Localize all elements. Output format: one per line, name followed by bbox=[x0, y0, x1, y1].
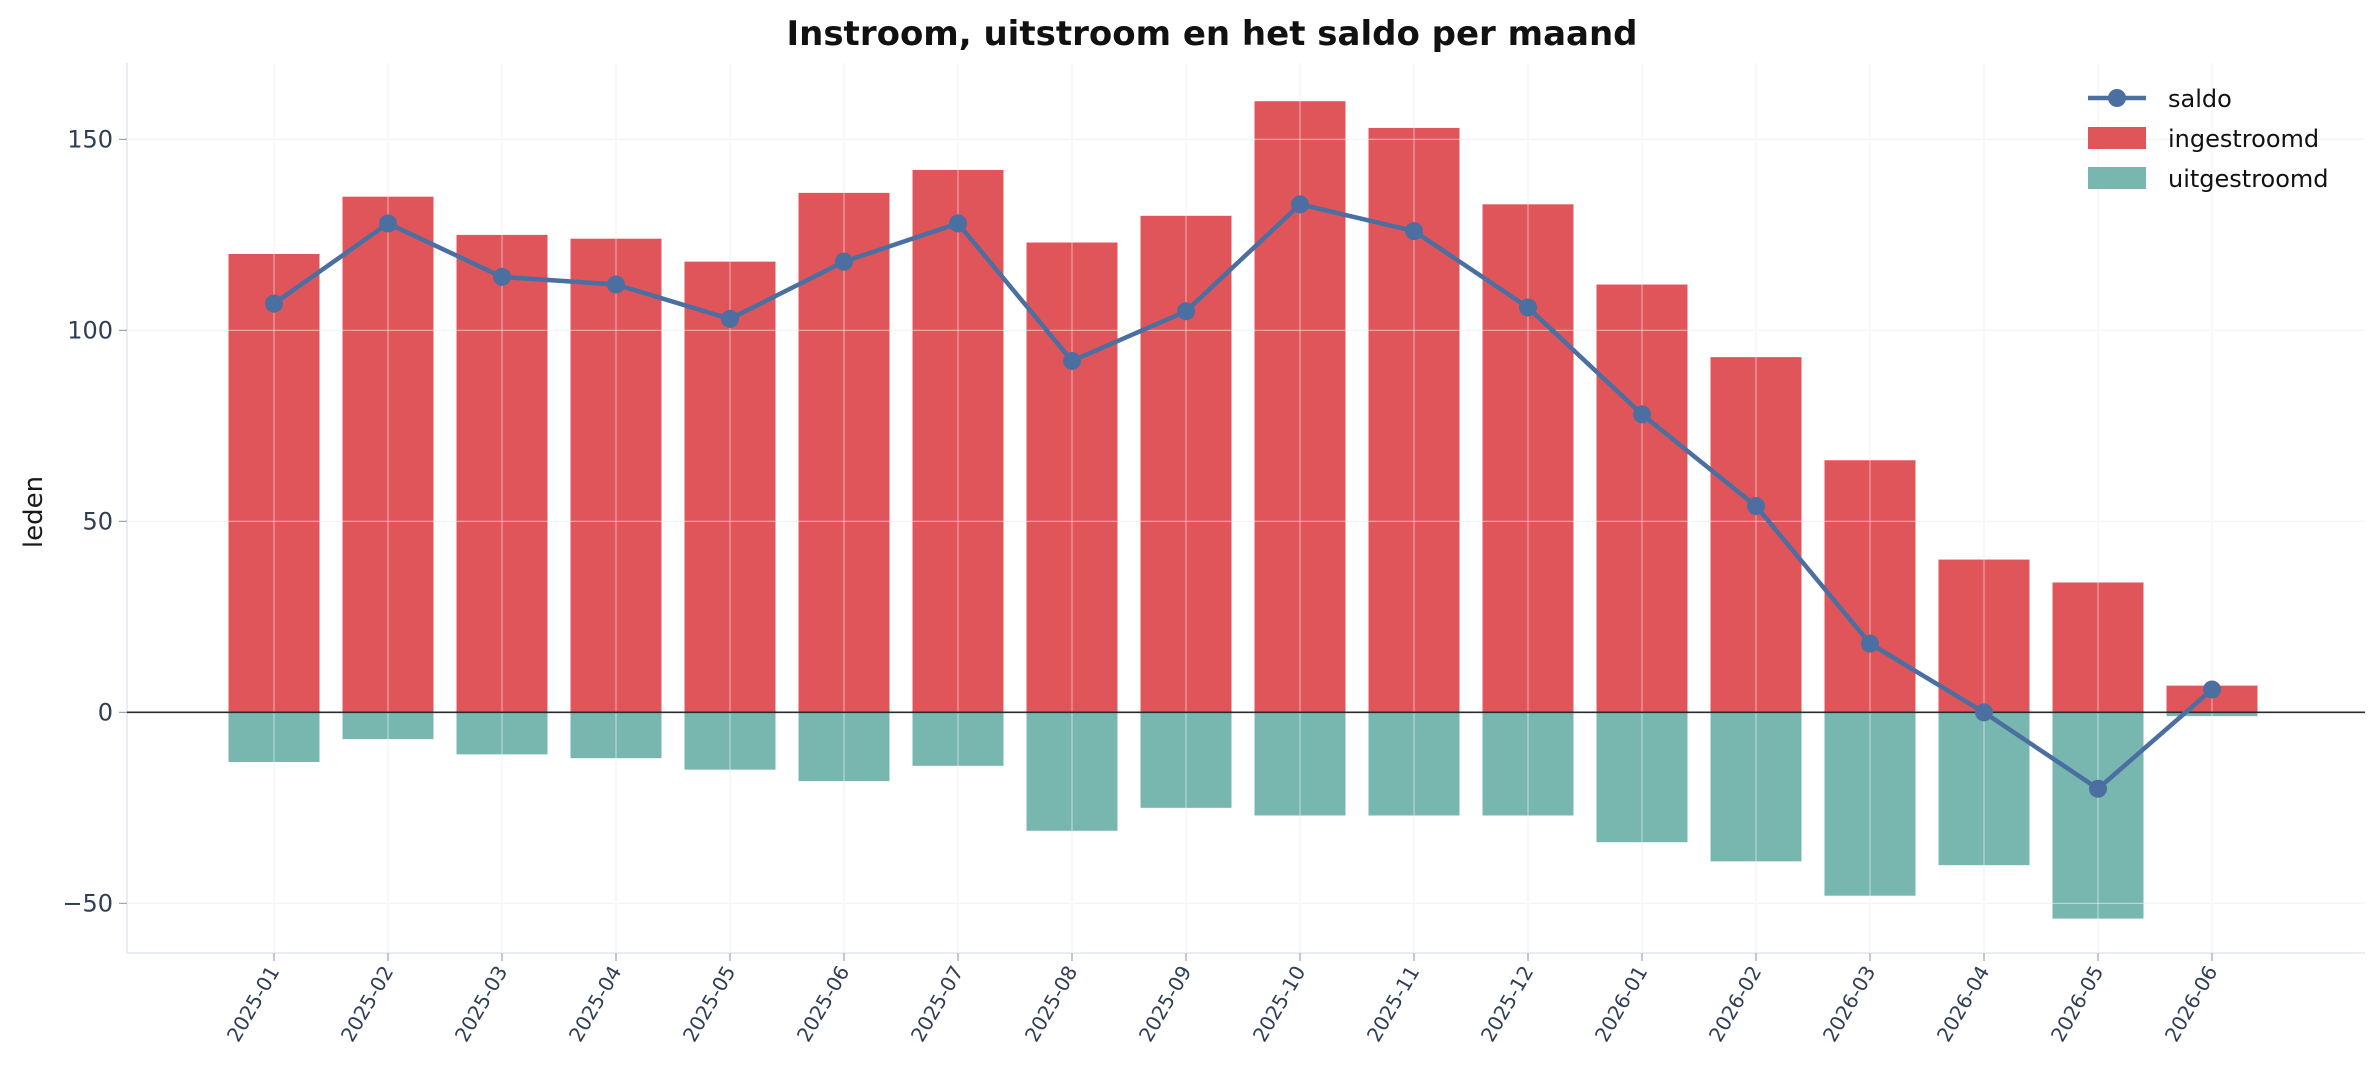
x-tick-label: 2025-07 bbox=[906, 962, 969, 1046]
y-tick-label: 0 bbox=[98, 698, 113, 726]
bar-uitgestroomd bbox=[1710, 712, 1802, 862]
x-tick-label: 2025-10 bbox=[1248, 962, 1311, 1046]
bar-ingestroomd bbox=[1140, 215, 1232, 713]
point-saldo bbox=[1291, 195, 1309, 214]
legend-swatch-ingestroomd bbox=[2088, 127, 2146, 149]
bar-uitgestroomd bbox=[684, 712, 776, 770]
x-tick-label: 2025-11 bbox=[1362, 962, 1425, 1046]
x-tick-label: 2025-04 bbox=[564, 962, 627, 1046]
bar-uitgestroomd bbox=[2166, 712, 2258, 717]
point-saldo bbox=[1405, 222, 1423, 241]
bar-ingestroomd bbox=[1824, 460, 1916, 713]
bar-uitgestroomd bbox=[1938, 712, 2030, 866]
point-saldo bbox=[1063, 351, 1081, 370]
bar-ingestroomd bbox=[228, 253, 320, 713]
y-tick-label: 150 bbox=[67, 125, 113, 153]
bar-uitgestroomd bbox=[798, 712, 890, 782]
x-tick-label: 2026-06 bbox=[2160, 962, 2223, 1046]
point-saldo bbox=[1975, 703, 1993, 722]
x-tick-label: 2026-02 bbox=[1704, 962, 1767, 1046]
point-saldo bbox=[1633, 405, 1651, 424]
y-axis-label: leden bbox=[19, 476, 49, 548]
point-saldo bbox=[1747, 497, 1765, 516]
x-tick-label: 2026-01 bbox=[1590, 962, 1653, 1046]
point-saldo bbox=[949, 214, 967, 233]
y-tick-label: 100 bbox=[67, 316, 113, 344]
point-saldo bbox=[721, 309, 739, 328]
x-tick-label: 2025-06 bbox=[792, 962, 855, 1046]
x-tick-label: 2026-03 bbox=[1818, 962, 1881, 1046]
legend: saldo ingestroomd uitgestroomd bbox=[2088, 85, 2329, 193]
bar-ingestroomd bbox=[342, 196, 434, 713]
x-tick-label: 2025-08 bbox=[1020, 962, 1083, 1046]
y-tick-label: 50 bbox=[82, 507, 113, 535]
legend-swatch-uitgestroomd bbox=[2088, 167, 2146, 189]
point-saldo bbox=[1861, 634, 1879, 653]
bar-uitgestroomd bbox=[342, 712, 434, 740]
legend-marker-saldo bbox=[2108, 89, 2126, 107]
x-tick-label: 2025-09 bbox=[1134, 962, 1197, 1046]
bar-ingestroomd bbox=[1938, 559, 2030, 713]
point-saldo bbox=[265, 294, 283, 313]
plot-area: −50 0 50 100 150 2025-01 2025-02 2025-03 2025-04… bbox=[62, 63, 2365, 1046]
x-tick-label: 2025-05 bbox=[678, 962, 741, 1046]
bar-ingestroomd bbox=[456, 234, 548, 713]
point-saldo bbox=[835, 252, 853, 271]
point-saldo bbox=[379, 214, 397, 233]
point-saldo bbox=[2203, 680, 2221, 699]
x-tick-label: 2026-05 bbox=[2046, 962, 2109, 1046]
point-saldo bbox=[1519, 298, 1537, 317]
point-saldo bbox=[2089, 779, 2107, 798]
bar-ingestroomd bbox=[1710, 357, 1802, 713]
point-saldo bbox=[607, 275, 625, 294]
bar-ingestroomd bbox=[684, 261, 776, 713]
x-tick-label: 2026-04 bbox=[1932, 962, 1995, 1046]
x-tick-label: 2025-12 bbox=[1476, 962, 1539, 1046]
bar-uitgestroomd bbox=[1140, 712, 1232, 808]
point-saldo bbox=[1177, 302, 1195, 321]
x-tick-label: 2025-02 bbox=[336, 962, 399, 1046]
chart-title: Instroom, uitstroom en het saldo per maa… bbox=[786, 14, 1637, 54]
legend-label-ingestroomd: ingestroomd bbox=[2168, 125, 2319, 153]
series-line-saldo bbox=[272, 202, 2214, 792]
legend-label-saldo: saldo bbox=[2168, 85, 2232, 113]
bar-uitgestroomd bbox=[1026, 712, 1118, 831]
bar-uitgestroomd bbox=[456, 712, 548, 755]
bar-uitgestroomd bbox=[1368, 712, 1460, 816]
bar-uitgestroomd bbox=[2052, 712, 2144, 919]
legend-label-uitgestroomd: uitgestroomd bbox=[2168, 165, 2329, 193]
y-tick-label: −50 bbox=[62, 889, 113, 917]
bar-ingestroomd bbox=[570, 238, 662, 713]
point-saldo bbox=[493, 267, 511, 286]
bar-uitgestroomd bbox=[1824, 712, 1916, 896]
x-tick-label: 2025-01 bbox=[222, 962, 285, 1046]
bar-uitgestroomd bbox=[1254, 712, 1346, 816]
bar-uitgestroomd bbox=[1596, 712, 1688, 843]
bar-uitgestroomd bbox=[228, 712, 320, 763]
bar-ingestroomd bbox=[2052, 582, 2144, 713]
x-tick-label: 2025-03 bbox=[450, 962, 513, 1046]
bar-uitgestroomd bbox=[570, 712, 662, 759]
bar-ingestroomd bbox=[1596, 284, 1688, 713]
bar-ingestroomd bbox=[798, 192, 890, 713]
bar-uitgestroomd bbox=[912, 712, 1004, 766]
bar-uitgestroomd bbox=[1482, 712, 1574, 816]
